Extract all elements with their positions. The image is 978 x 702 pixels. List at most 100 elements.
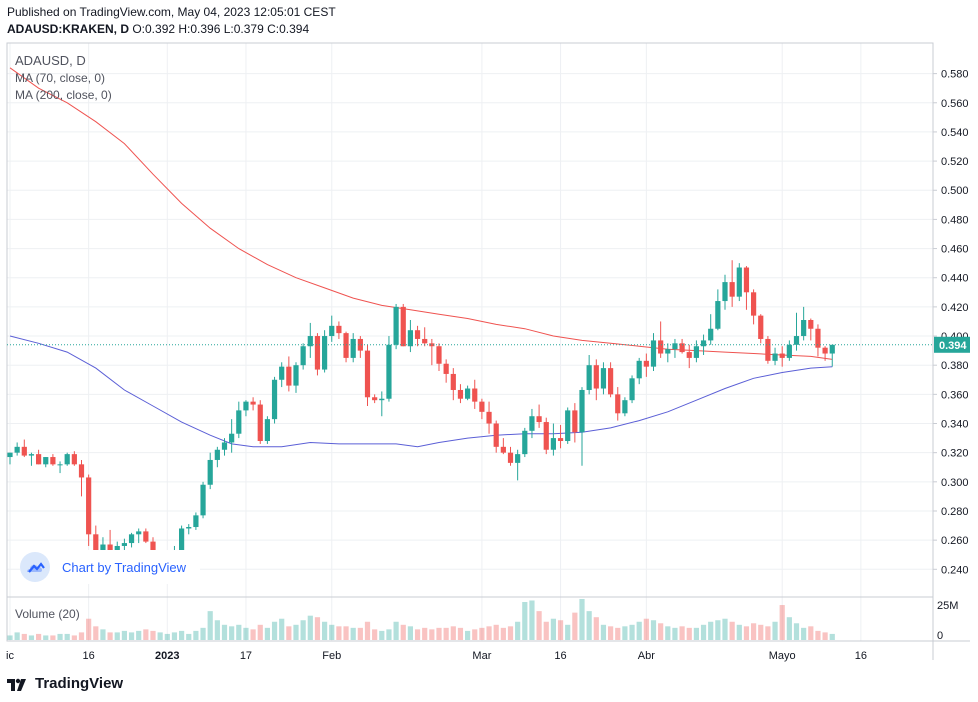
y-tick-label: 0.440 [941, 273, 969, 285]
candle-body [50, 457, 56, 465]
candle-body [200, 484, 206, 516]
y-tick-label: 0.500 [941, 185, 969, 197]
legend-symbol: ADAUSD, D [15, 53, 86, 68]
volume-bar [364, 621, 371, 640]
volume-bar [157, 632, 163, 640]
published-line: Published on TradingView.com, May 04, 20… [7, 5, 336, 19]
candle-body [407, 330, 413, 347]
candle-body [307, 336, 313, 347]
candle-body [443, 363, 449, 374]
candle-body [693, 346, 699, 358]
volume-bar [71, 635, 77, 640]
x-tick-label: ic [6, 650, 14, 662]
volume-bar [679, 626, 685, 640]
volume-bar [815, 630, 821, 640]
volume-bar [386, 629, 392, 640]
candle-body [572, 410, 578, 433]
price-axis[interactable]: 0.240 0.260 0.280 0.300 0.320 0.340 0.360 0.380… [933, 69, 970, 577]
volume-bar [443, 627, 449, 640]
volume-bar [121, 630, 127, 640]
candle-body [751, 292, 757, 316]
candle-body [100, 544, 106, 554]
candle-body [450, 373, 456, 390]
candle-body [593, 365, 599, 389]
volume-bar [515, 621, 521, 640]
volume-bar [700, 624, 707, 640]
candle-body [679, 343, 685, 353]
volume-bar [279, 618, 285, 640]
x-tick-label: Feb [322, 650, 341, 662]
y-tick-label: 0.300 [941, 477, 969, 489]
candle-body [221, 442, 228, 450]
candle-body [236, 410, 242, 434]
y-tick-label: 0.480 [941, 214, 969, 226]
x-tick-label: Abr [638, 650, 655, 662]
candle-body [608, 368, 614, 395]
volume-bar [758, 624, 764, 640]
candle-body [479, 401, 485, 412]
candle-body [364, 350, 371, 398]
candle-body [643, 360, 649, 367]
footer-logo[interactable]: TradingView [7, 675, 123, 692]
x-tick-label: 16 [83, 650, 95, 662]
volume-bar [78, 632, 85, 640]
candle-body [829, 344, 835, 354]
candle-body [279, 366, 285, 380]
candle-body [672, 343, 678, 350]
x-tick-label: 2023 [155, 650, 179, 662]
candle-body [436, 346, 442, 364]
candle-body [264, 419, 270, 442]
ma70-line [9, 335, 833, 448]
volume-bar [786, 617, 792, 640]
candle-body [78, 464, 85, 478]
volume-bar [493, 624, 499, 640]
volume-bar [236, 624, 242, 640]
volume-bar [450, 626, 456, 640]
y-tick-label: 0.320 [941, 448, 969, 460]
y-tick-label: 0.540 [941, 127, 969, 139]
volume-bar [400, 624, 406, 640]
main-pane-border [6, 42, 934, 598]
x-tick-label: Mayo [769, 650, 796, 662]
volume-bar [264, 627, 270, 640]
candle-body [686, 352, 692, 358]
x-tick-label: Mar [472, 650, 491, 662]
candle-body [793, 336, 800, 345]
candle-body [243, 401, 249, 411]
volume-bar [336, 626, 342, 640]
candle-body [629, 378, 635, 401]
volume-bar [643, 618, 649, 640]
candle-body [529, 416, 535, 431]
candle-body [815, 328, 821, 348]
volume-bar [57, 633, 63, 640]
candle-body [543, 422, 549, 450]
candle-body [350, 338, 356, 358]
volume-bar [486, 626, 492, 640]
candles [7, 260, 835, 564]
volume-bar [751, 623, 757, 640]
watermark[interactable]: Chart by TradingView [20, 550, 200, 584]
volume-bar [214, 620, 220, 640]
candle-body [736, 267, 742, 297]
volume-bar [500, 627, 506, 640]
candle-body [414, 330, 421, 339]
volume-bar [636, 621, 642, 640]
moving-averages [9, 67, 833, 448]
legend-ma200: MA (200, close, 0) [15, 88, 112, 102]
volume-bar [136, 630, 142, 640]
volume-bar [586, 611, 592, 640]
cloud-icon [20, 552, 50, 582]
time-axis[interactable]: ic 16 2023 17 Feb Mar 16 Abr Mayo 16 [6, 650, 867, 662]
candle-body [715, 301, 721, 329]
volume-bar [207, 611, 213, 640]
candle-body [493, 423, 499, 447]
volume-bar [357, 627, 363, 640]
volume-bar [307, 615, 313, 640]
legend-volume: Volume (20) [15, 607, 80, 621]
candle-body [422, 338, 428, 344]
chart-frame [6, 42, 970, 660]
candle-body [43, 457, 49, 465]
y-tick-label: 0.360 [941, 389, 969, 401]
volume-bar [407, 626, 413, 640]
